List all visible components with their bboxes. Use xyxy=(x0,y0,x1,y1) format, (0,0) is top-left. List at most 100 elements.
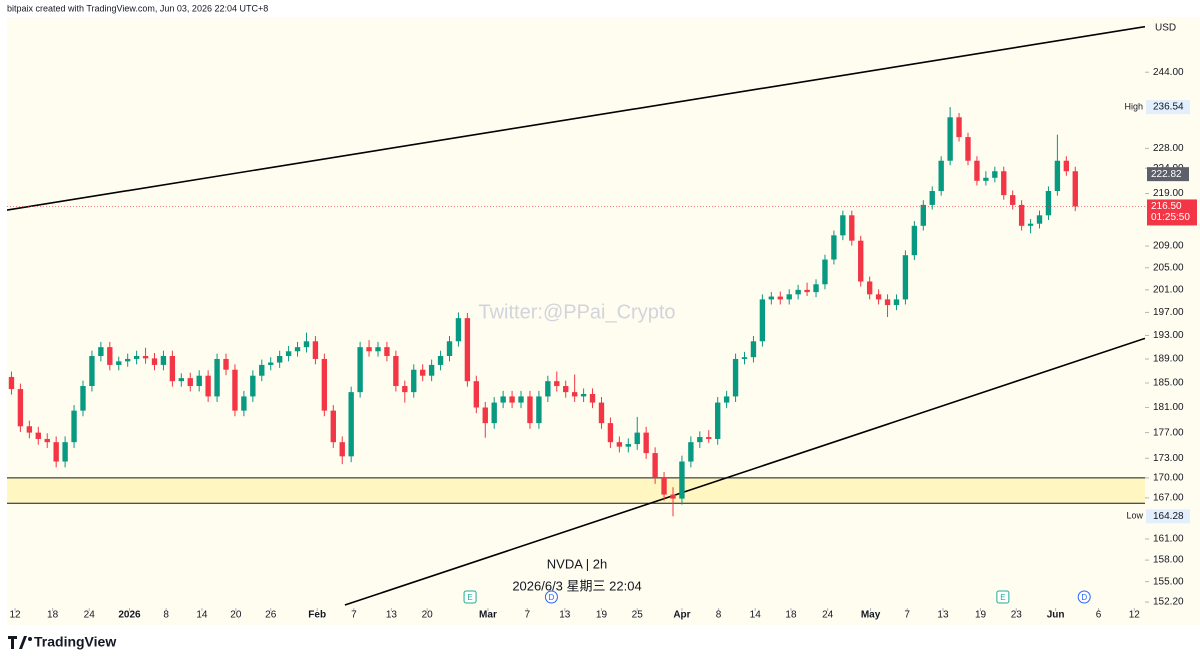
header: bitpaix created with TradingView.com, Ju… xyxy=(7,3,268,13)
candle-body xyxy=(866,281,873,295)
event-marker xyxy=(544,590,558,604)
x-tick-label: Apr xyxy=(673,610,690,621)
candle-body xyxy=(491,402,497,424)
candle-body xyxy=(151,358,158,365)
candle-body xyxy=(661,477,667,495)
candle-body xyxy=(125,358,131,362)
candle-body xyxy=(223,358,229,370)
candle-body xyxy=(339,442,345,457)
candle-body xyxy=(1010,195,1016,205)
x-tick-label: 13 xyxy=(386,610,398,621)
brand-logo xyxy=(8,636,32,649)
x-tick-label: 2026 xyxy=(118,610,141,621)
candle-body xyxy=(956,117,962,138)
x-tick-label: 8 xyxy=(716,610,722,621)
logo-icon xyxy=(8,636,27,649)
candle-body xyxy=(732,358,739,397)
candle-body xyxy=(911,225,918,256)
candle-body xyxy=(464,318,471,382)
x-tick-label: 26 xyxy=(265,610,277,621)
price-label-name: Low xyxy=(1126,511,1143,521)
y-tick-label: 173.00 xyxy=(1153,453,1184,464)
event-label: D xyxy=(549,593,555,602)
candle-body xyxy=(992,171,998,178)
candle-body xyxy=(142,356,149,359)
candle-body xyxy=(178,378,185,382)
candle-body xyxy=(929,191,935,205)
price-label-value: 236.54 xyxy=(1153,102,1184,113)
candle-body xyxy=(384,347,390,357)
candle-body xyxy=(187,378,193,387)
candle-body xyxy=(402,386,408,393)
y-tick-label: 177.00 xyxy=(1153,427,1184,438)
candle-body xyxy=(321,358,328,411)
candle-body xyxy=(250,375,256,397)
candle-body xyxy=(303,341,310,348)
candle-body xyxy=(482,407,488,424)
y-tick-label: 189.00 xyxy=(1153,354,1184,365)
x-tick-label: 18 xyxy=(47,610,59,621)
candle-body xyxy=(983,177,989,181)
candle-body xyxy=(285,351,292,357)
candle-body xyxy=(8,376,15,390)
candle-body xyxy=(98,347,104,357)
x-tick-label: 6 xyxy=(1096,610,1102,621)
x-tick-label: 20 xyxy=(230,610,242,621)
candle-body xyxy=(697,437,703,443)
x-tick-label: 7 xyxy=(524,610,530,621)
candle-body xyxy=(241,396,247,411)
candle-body xyxy=(26,426,33,433)
candle-body xyxy=(446,341,453,357)
candle-body xyxy=(786,294,792,300)
candle-body xyxy=(17,389,24,427)
x-tick-label: May xyxy=(861,610,881,621)
x-tick-label: 7 xyxy=(904,610,910,621)
candle-body xyxy=(670,494,676,499)
event-marker xyxy=(996,590,1010,604)
candle-body xyxy=(53,442,59,462)
candle-body xyxy=(750,341,757,358)
plot: Twitter:@PPai_Crypto xyxy=(7,25,1145,606)
event-label: E xyxy=(467,593,472,602)
y-tick-label: 152.20 xyxy=(1153,597,1184,608)
watermark: Twitter:@PPai_Crypto xyxy=(478,301,675,323)
candle-body xyxy=(357,347,363,393)
candle-body xyxy=(518,396,524,403)
candle-body xyxy=(580,393,587,397)
indicator-badge xyxy=(1147,167,1189,182)
candle-body xyxy=(393,356,399,387)
y-tick-label: 201.00 xyxy=(1153,284,1184,295)
x-tick-label: 12 xyxy=(9,610,21,621)
candle-body xyxy=(214,358,220,397)
candle-body xyxy=(232,369,238,411)
candle-body xyxy=(1027,223,1034,226)
candle-body xyxy=(276,356,283,363)
x-tick-label: 24 xyxy=(84,610,96,621)
x-tick-label: Jun xyxy=(1047,610,1065,621)
candle-body xyxy=(133,356,140,359)
candle-body xyxy=(1036,215,1043,224)
x-tick-label: 23 xyxy=(1011,610,1023,621)
candle-body xyxy=(348,392,354,457)
candle-body xyxy=(822,259,828,285)
candle-body xyxy=(196,375,202,387)
brand: TradingView xyxy=(34,634,116,650)
candle-body xyxy=(813,284,819,293)
candle-body xyxy=(875,294,882,300)
candle-body xyxy=(741,357,748,359)
y-tick-label: 205.00 xyxy=(1153,262,1184,273)
candle-body xyxy=(652,453,658,478)
x-tick-label: 7 xyxy=(351,610,357,621)
x-tick-label: 25 xyxy=(632,610,644,621)
x-tick-label: 19 xyxy=(596,610,608,621)
candle-body xyxy=(455,318,462,342)
indicator-price: 222.82 xyxy=(1151,169,1182,180)
candle-body xyxy=(634,432,640,445)
price-label-box xyxy=(1146,100,1190,115)
candle-body xyxy=(643,432,649,454)
y-tick-label: 228.00 xyxy=(1153,143,1184,154)
candle-body xyxy=(1063,160,1070,172)
candle-body xyxy=(62,442,68,462)
candle-body xyxy=(947,117,953,161)
zone xyxy=(7,477,1145,504)
